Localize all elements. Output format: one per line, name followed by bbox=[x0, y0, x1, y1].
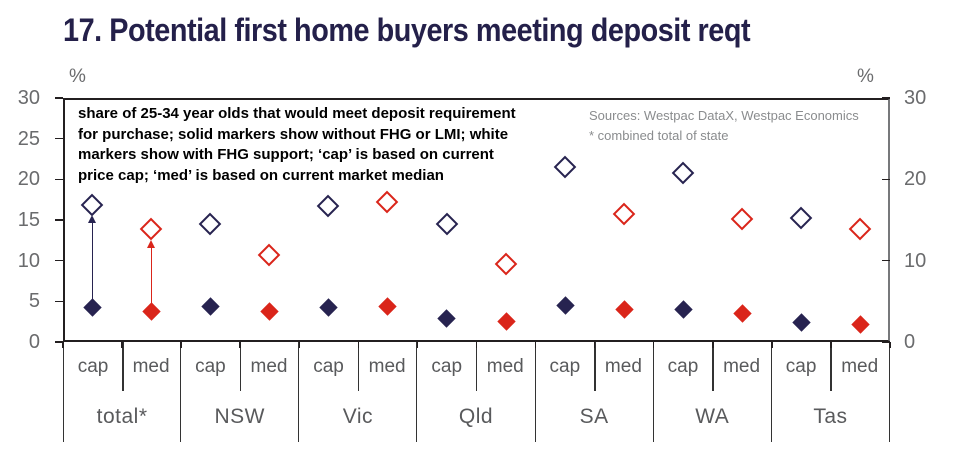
y-tick-mark-left bbox=[55, 341, 63, 343]
x-tick-mark bbox=[652, 342, 655, 348]
cap-label-NSW: cap bbox=[195, 355, 226, 377]
y-tick-label-left-0: 0 bbox=[28, 331, 40, 353]
med-label-SA: med bbox=[604, 355, 642, 377]
x-tick-mark bbox=[416, 342, 419, 348]
med-label-total*: med bbox=[132, 355, 170, 377]
med-label-Vic: med bbox=[368, 355, 406, 377]
y-tick-label-right-0: 0 bbox=[904, 331, 916, 353]
state-label-Vic: Vic bbox=[342, 404, 373, 428]
chart-title: 17. Potential first home buyers meeting … bbox=[63, 12, 751, 48]
med-label-NSW: med bbox=[250, 355, 288, 377]
state-label-total*: total* bbox=[96, 404, 148, 428]
med-label-Tas: med bbox=[841, 355, 879, 377]
cap-med-separator bbox=[712, 342, 714, 391]
y-tick-label-left-25: 25 bbox=[17, 127, 40, 150]
y-tick-label-left-15: 15 bbox=[17, 209, 40, 231]
y-tick-mark-right bbox=[882, 259, 890, 262]
state-label-SA: SA bbox=[579, 404, 609, 428]
state-label-Tas: Tas bbox=[813, 404, 848, 428]
y-tick-label-right-10: 10 bbox=[904, 249, 927, 272]
y-tick-mark-left bbox=[55, 178, 63, 181]
state-label-WA: WA bbox=[695, 404, 730, 428]
x-tick-mark bbox=[771, 342, 773, 348]
cap-label-Tas: cap bbox=[785, 355, 817, 377]
x-tick-mark bbox=[534, 342, 537, 348]
cap-label-SA: cap bbox=[549, 355, 581, 377]
x-label-group-Vic: cap med Vic bbox=[299, 342, 418, 442]
arrow-head-red bbox=[147, 239, 156, 248]
cap-med-separator bbox=[239, 342, 242, 391]
x-axis-label-table: cap med total* cap med NSW cap med Vic cap med Qld c… bbox=[63, 342, 890, 442]
y-tick-mark-left bbox=[55, 259, 63, 262]
state-label-Qld: Qld bbox=[458, 404, 494, 428]
y-tick-mark-left bbox=[55, 137, 63, 140]
y-tick-label-left-10: 10 bbox=[17, 249, 40, 272]
cap-med-separator bbox=[830, 342, 832, 391]
x-tick-mark bbox=[298, 342, 301, 348]
y-tick-label-right-20: 20 bbox=[904, 168, 927, 191]
x-label-group-total*: cap med total* bbox=[63, 342, 182, 442]
x-tick-mark bbox=[593, 342, 596, 348]
cap-label-total*: cap bbox=[77, 355, 109, 377]
cap-med-separator bbox=[594, 342, 596, 391]
y-tick-mark-right bbox=[882, 97, 890, 99]
x-tick-mark bbox=[475, 342, 478, 348]
y-tick-label-right-30: 30 bbox=[904, 87, 927, 109]
x-label-group-NSW: cap med NSW bbox=[181, 342, 300, 442]
med-label-Qld: med bbox=[486, 355, 524, 377]
x-tick-mark bbox=[357, 342, 360, 348]
y-tick-mark-left bbox=[55, 300, 63, 303]
x-label-group-SA: cap med SA bbox=[536, 342, 654, 442]
x-tick-mark bbox=[889, 342, 891, 348]
cap-label-WA: cap bbox=[667, 355, 699, 377]
x-tick-mark bbox=[121, 342, 123, 348]
x-tick-mark bbox=[62, 342, 64, 348]
y-tick-label-left-5: 5 bbox=[28, 290, 40, 313]
arrow-line-red bbox=[150, 246, 153, 303]
cap-label-Qld: cap bbox=[431, 355, 463, 377]
y-tick-mark-right bbox=[882, 341, 890, 343]
state-label-NSW: NSW bbox=[214, 404, 265, 428]
sources-note: Sources: Westpac DataX, Westpac Economic… bbox=[589, 108, 859, 143]
cap-med-separator bbox=[122, 342, 124, 391]
y-tick-mark-right bbox=[882, 178, 890, 181]
annotation-note: share of 25-34 year olds that would meet… bbox=[78, 105, 516, 185]
arrow-line-navy bbox=[91, 222, 94, 299]
y-axis-unit-right: % bbox=[857, 66, 874, 87]
x-label-group-WA: cap med WA bbox=[654, 342, 772, 442]
med-label-WA: med bbox=[723, 355, 761, 377]
y-tick-label-left-30: 30 bbox=[17, 87, 40, 109]
y-tick-mark-left bbox=[55, 97, 63, 99]
y-tick-label-left-20: 20 bbox=[17, 168, 40, 191]
x-label-group-Tas: cap med Tas bbox=[772, 342, 890, 442]
y-tick-mark-left bbox=[55, 219, 63, 221]
y-axis-unit-left: % bbox=[69, 66, 86, 87]
arrow-head-navy bbox=[88, 215, 97, 224]
x-tick-mark bbox=[712, 342, 714, 348]
x-tick-mark bbox=[830, 342, 832, 348]
x-tick-mark bbox=[239, 342, 241, 348]
cap-med-separator bbox=[475, 342, 478, 391]
x-label-group-Qld: cap med Qld bbox=[417, 342, 536, 442]
plot-area bbox=[63, 98, 890, 342]
cap-label-Vic: cap bbox=[313, 355, 344, 377]
cap-med-separator bbox=[357, 342, 360, 391]
x-tick-mark bbox=[180, 342, 182, 348]
